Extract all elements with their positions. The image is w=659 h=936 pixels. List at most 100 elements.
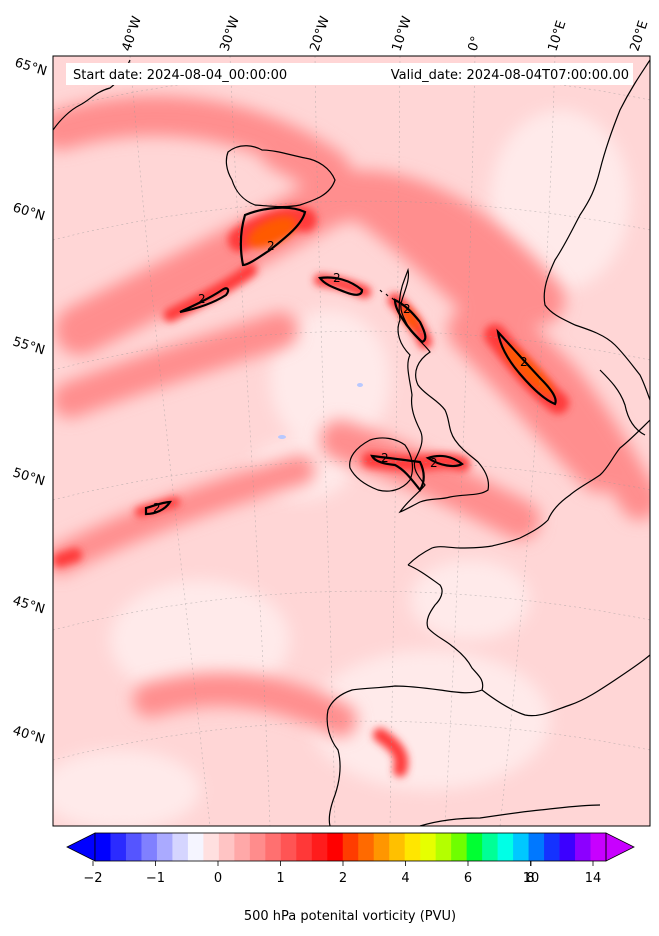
lon-label-10w: 10°W <box>390 14 415 53</box>
contour-ireland-band <box>370 454 425 492</box>
contour-label: 2 <box>430 456 438 470</box>
contour-north-sea-core <box>496 328 557 406</box>
colorbar-segment <box>528 833 545 861</box>
map-frame <box>52 55 651 827</box>
colorbar-tick-label: −1 <box>146 871 165 886</box>
colorbar-segment <box>420 833 437 861</box>
colorbar-segment <box>497 833 514 861</box>
colorbar-tick-label: 8 <box>526 871 534 886</box>
lat-label-50n: 50°N <box>11 465 47 489</box>
colorbar-segment <box>342 833 359 861</box>
contour-label: 2 <box>267 239 275 253</box>
colorbar-segment <box>172 833 189 861</box>
colorbar-segment <box>466 833 483 861</box>
lat-label-45n: 45°N <box>11 593 47 617</box>
lon-label-20w: 20°W <box>308 14 333 53</box>
contour-label: 2 <box>381 451 389 465</box>
colorbar-segment <box>141 833 158 861</box>
colorbar-segment <box>296 833 313 861</box>
colorbar-segment <box>156 833 173 861</box>
pv-field-negative-pockets <box>278 383 363 439</box>
colorbar-segment <box>327 833 344 861</box>
coastline-mediterranean <box>481 654 650 717</box>
colorbar-segment <box>389 833 406 861</box>
colorbar-arrow-left <box>66 832 96 862</box>
latitude-labels: 65°N 60°N 55°N 50°N 45°N 40°N <box>11 55 49 747</box>
contour-labels: 2 2 2 2 2 2 2 2 <box>153 239 528 515</box>
contour-label: 2 <box>153 501 161 515</box>
colorbar-tick-label: 6 <box>464 871 472 886</box>
colorbar-tick-label: 1 <box>276 871 284 886</box>
map-panel: 2 2 2 2 2 2 2 2 <box>53 56 650 826</box>
colorbar-frame <box>94 832 607 862</box>
lat-label-65n: 65°N <box>13 55 49 79</box>
coastline-great-britain <box>397 267 490 514</box>
contour-irish-sea-band <box>425 454 464 468</box>
pv-field-peak-cores <box>247 216 555 397</box>
colorbar-segment <box>451 833 468 861</box>
colorbar-tick-label: 2 <box>339 871 347 886</box>
colorbar-segment <box>435 833 452 861</box>
contour-label: 2 <box>198 292 206 306</box>
colorbar-segment <box>203 833 220 861</box>
colorbar-segment <box>575 833 592 861</box>
coastline-continent-north <box>407 419 650 566</box>
contour-label: 2 <box>403 302 411 316</box>
colorbar-segment <box>125 833 142 861</box>
colorbar-segment <box>358 833 375 861</box>
colorbar-segment <box>187 833 204 861</box>
colorbar-arrow-right <box>605 832 635 862</box>
contour-shetland-band <box>393 298 427 344</box>
colorbar-tick-label: −2 <box>83 871 102 886</box>
colorbar-tick-label: 10 <box>523 871 540 886</box>
lon-label-0: 0° <box>466 35 485 54</box>
colorbar-segment <box>218 833 235 861</box>
contour-iceland-core <box>239 206 307 267</box>
colorbar-tick-label: 14 <box>585 871 602 886</box>
coastline-iceland <box>225 145 336 208</box>
colorbar-segment <box>311 833 328 861</box>
colorbar-segment <box>110 833 127 861</box>
pv-field-medium-bands <box>53 95 650 737</box>
colorbar-segment <box>234 833 251 861</box>
colorbar-segment <box>249 833 266 861</box>
lon-label-20e: 20°E <box>628 19 652 53</box>
contour-west-band <box>179 287 230 314</box>
contour-faroe-band <box>318 276 364 296</box>
lat-label-55n: 55°N <box>11 334 47 358</box>
start-date-label: Start date: 2024-08-04_00:00:00 <box>73 68 287 83</box>
colorbar-segment <box>404 833 421 861</box>
colorbar-tick-label: 4 <box>401 871 409 886</box>
colorbar-label: 500 hPa potenital vorticity (PVU) <box>244 909 456 924</box>
coastlines <box>53 59 650 826</box>
longitude-labels: 40°W 30°W 20°W 10°W 0° 10°E 20°E <box>120 14 652 53</box>
lon-label-10e: 10°E <box>546 19 570 53</box>
coastline-scandinavia <box>543 59 650 401</box>
lon-label-40w: 40°W <box>120 14 145 53</box>
coastline-france-iberia <box>326 564 484 826</box>
lat-label-40n: 40°N <box>11 723 47 747</box>
colorbar-segment <box>373 833 390 861</box>
colorbar-segment <box>265 833 282 861</box>
header-box <box>66 63 633 85</box>
coastline-ireland <box>349 437 414 492</box>
colorbar <box>66 832 635 862</box>
colorbar-segment <box>544 833 561 861</box>
colorbar-segment <box>280 833 297 861</box>
contour-label: 2 <box>333 271 341 285</box>
valid-date-label: Valid_date: 2024-08-04T07:00:00.00 <box>391 68 629 83</box>
colorbar-segment <box>95 833 111 861</box>
colorbar-tick-label: 0 <box>214 871 222 886</box>
coastline-baltic <box>599 369 646 436</box>
colorbar-segment <box>513 833 530 861</box>
lat-label-60n: 60°N <box>11 200 47 224</box>
colorbar-segment <box>559 833 576 861</box>
contour-atlantic-band <box>144 500 172 516</box>
contour-label: 2 <box>520 355 528 369</box>
pv-contours-2pvu <box>144 206 557 516</box>
lon-label-30w: 30°W <box>218 14 243 53</box>
coastline-north-africa <box>419 804 601 826</box>
colorbar-ticks: −2 −1 0 1 2 4 6 810 14 <box>83 861 601 886</box>
colorbar-segment <box>590 833 607 861</box>
